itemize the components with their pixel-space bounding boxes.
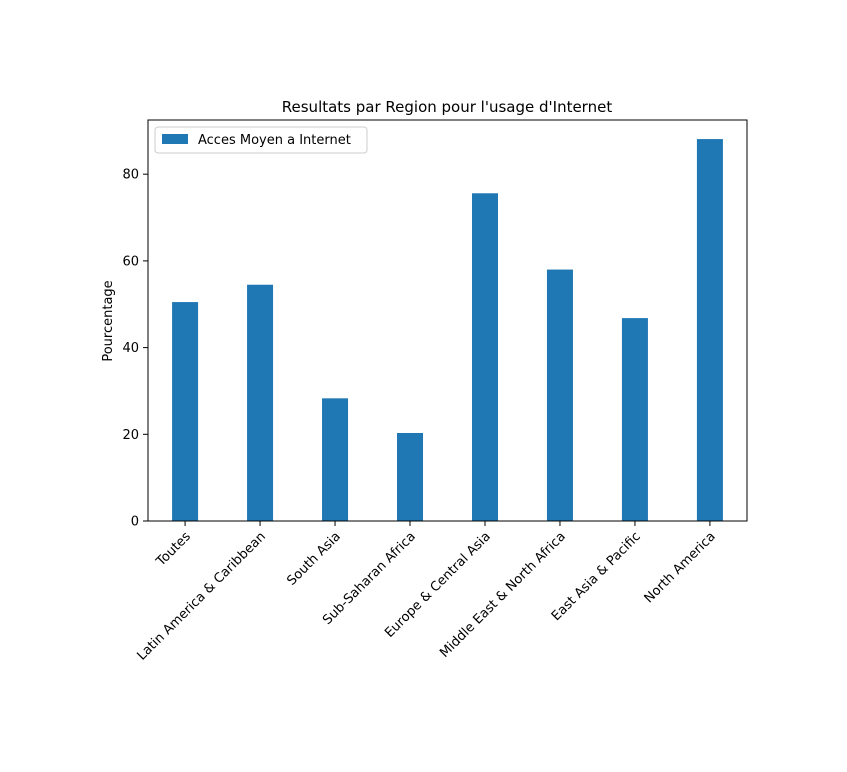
legend-frame [154, 126, 368, 154]
x-tick-label: Toutes [153, 529, 194, 570]
x-tick-label: Latin America & Caribbean [135, 529, 269, 663]
bar-2 [322, 398, 349, 521]
bar-7 [696, 139, 723, 522]
bar-5 [546, 269, 573, 521]
x-tick-label: South Asia [284, 529, 344, 589]
bar-6 [621, 318, 648, 521]
y-tick-label: 20 [122, 428, 139, 443]
bar-4 [471, 193, 498, 521]
y-axis-label: Pourcentage [101, 280, 116, 361]
bar-1 [247, 284, 274, 521]
bar-0 [172, 302, 199, 521]
x-tick-label: Middle East & North Africa [437, 529, 569, 661]
chart-title: Resultats par Region pour l'usage d'Inte… [282, 98, 613, 116]
legend-swatch [162, 134, 188, 144]
bar-3 [397, 432, 424, 521]
y-tick-label: 0 [131, 515, 139, 530]
y-tick-label: 60 [122, 254, 139, 269]
x-tick-label: North America [642, 529, 719, 606]
plot-frame [147, 119, 748, 522]
bars-group [172, 139, 723, 522]
y-axis: 0 20 40 60 80 [122, 168, 148, 530]
legend-label: Acces Moyen a Internet [198, 133, 351, 148]
y-tick-label: 80 [122, 168, 139, 183]
y-tick-label: 40 [122, 341, 139, 356]
legend: Acces Moyen a Internet [154, 126, 368, 154]
